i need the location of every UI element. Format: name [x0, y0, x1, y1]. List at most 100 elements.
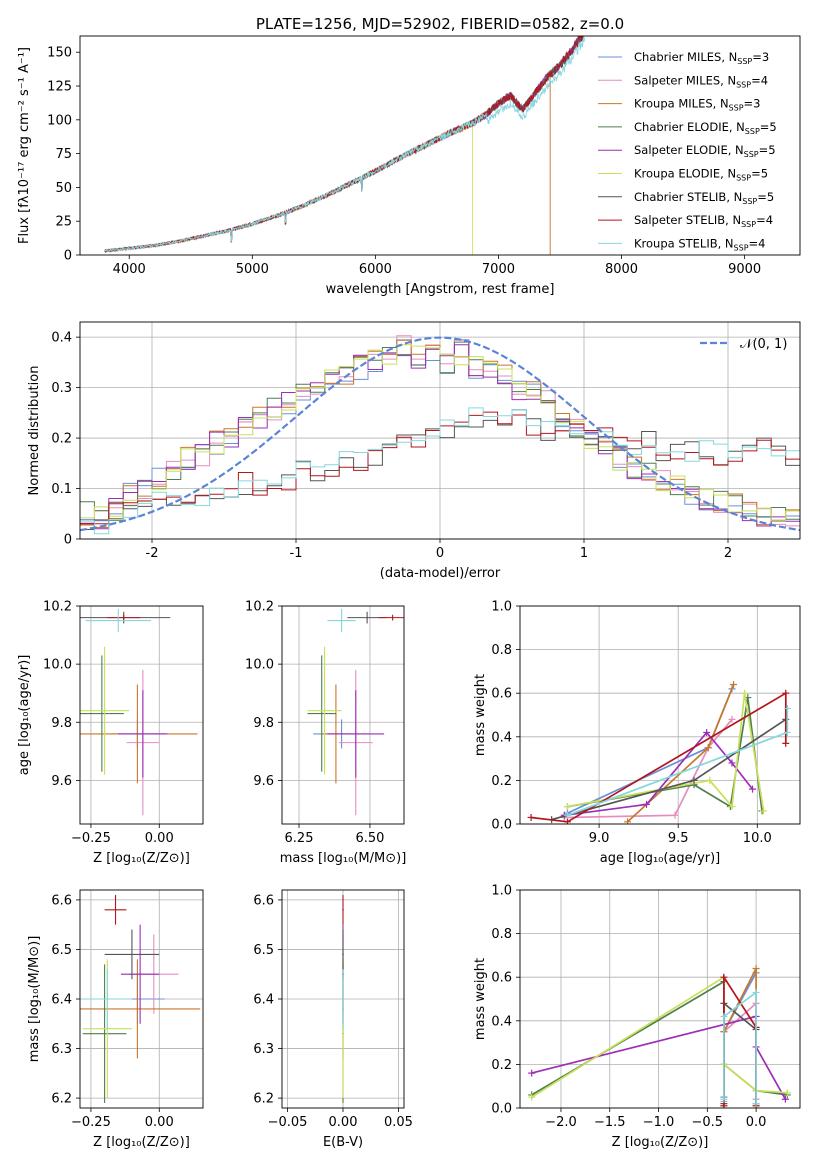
x-tick-label: 4000 [113, 262, 146, 277]
data-point [342, 953, 344, 956]
weight-marker [643, 800, 651, 808]
weight-marker [752, 988, 760, 996]
y-tick-label: 0 [64, 249, 72, 264]
data-point [323, 709, 326, 712]
y-tick-label: 0.0 [491, 1102, 512, 1117]
y-tick-label: 6.6 [253, 893, 274, 908]
weight-line [531, 691, 787, 823]
y-tick-label: 0.4 [51, 331, 72, 346]
y-tick-label: 0.6 [491, 971, 512, 986]
axes-frame [79, 35, 801, 256]
x-tick-label: 0.00 [145, 831, 174, 846]
weight-marker [783, 704, 791, 712]
x-tick-label: 8000 [605, 262, 638, 277]
y-tick-label: 10.2 [245, 600, 274, 615]
data-point [103, 709, 106, 712]
y-tick-label: 150 [47, 46, 72, 61]
x-tick-label: 2 [724, 546, 732, 561]
y-axis-label: mass [log₁₀(M/M⊙)] [27, 936, 42, 1063]
y-tick-label: 0.2 [491, 774, 512, 789]
data-point [103, 1032, 106, 1035]
data-point [142, 733, 144, 735]
weight-marker [704, 744, 712, 752]
spectrum-line-kroupa-stelib [104, 37, 585, 252]
x-tick-label: 6.25 [285, 831, 314, 846]
axes-frame [79, 605, 204, 825]
legend-label: Kroupa STELIB, NSSP=4 [634, 236, 765, 252]
x-axis-label: Z [log₁₀(Z/Z⊙)] [612, 1135, 709, 1150]
legend-label: Salpeter MILES, NSSP=4 [634, 73, 768, 89]
y-tick-label: 6.6 [51, 893, 72, 908]
weight-marker [752, 1100, 760, 1108]
y-tick-label: 10.2 [43, 600, 72, 615]
legend-label-normal: 𝒩(0, 1) [740, 337, 787, 352]
x-tick-label: 6000 [359, 262, 392, 277]
y-axis-label: mass weight [473, 674, 488, 756]
x-axis-label: mass [log₁₀(M/M⊙)] [280, 851, 407, 866]
y-axis-label: Flux [fλ10⁻¹⁷ erg cm⁻² s⁻¹ A⁻¹] [17, 47, 32, 244]
data-point [342, 998, 344, 1000]
y-tick-label: 1.0 [491, 884, 512, 899]
axes-frame [519, 889, 801, 1109]
errorbars [80, 608, 198, 816]
y-tick-label: 9.6 [51, 774, 72, 789]
histograms [80, 335, 800, 535]
weight-marker [528, 1093, 536, 1101]
x-tick-label: 10.0 [743, 831, 772, 846]
legend-label: Chabrier MILES, NSSP=3 [634, 50, 769, 66]
x-tick-label: −1.0 [643, 1115, 675, 1130]
y-tick-label: 0.0 [491, 818, 512, 833]
errorbars [80, 894, 201, 1104]
x-tick-label: −2.0 [545, 1115, 577, 1130]
y-tick-label: 6.5 [51, 943, 72, 958]
x-tick-label: 0.00 [145, 1115, 174, 1130]
x-axis-label: (data-model)/error [380, 566, 501, 581]
y-tick-label: 125 [47, 80, 72, 95]
y-tick-label: 6.4 [253, 993, 274, 1008]
y-tick-label: 0.2 [51, 432, 72, 447]
weight-marker [527, 813, 535, 821]
weight-marker [782, 739, 790, 747]
legend-label: Salpeter ELODIE, NSSP=5 [634, 143, 776, 159]
data-point [101, 712, 103, 715]
weight-marker [563, 803, 571, 811]
weight-marker [783, 1089, 791, 1097]
x-tick-label: 9.0 [589, 831, 610, 846]
y-tick-label: 0.4 [491, 730, 512, 745]
x-tick-label: −1.5 [594, 1115, 626, 1130]
x-tick-label: 1 [580, 546, 588, 561]
data-point [139, 973, 141, 976]
figure-title: PLATE=1256, MJD=52902, FIBERID=0582, z=0… [256, 15, 624, 33]
y-tick-label: 6.4 [51, 993, 72, 1008]
weight-marker [730, 680, 738, 688]
weight-marker [752, 964, 760, 972]
y-tick-label: 9.6 [253, 774, 274, 789]
errorbars [307, 608, 404, 816]
errorbars [342, 894, 344, 1104]
axes-frame [281, 605, 405, 825]
data-point [131, 953, 133, 956]
weight-marker [782, 689, 790, 697]
y-axis-label: mass weight [473, 958, 488, 1040]
data-point [114, 909, 117, 911]
weight-marker [741, 689, 749, 697]
y-tick-label: 0 [64, 533, 72, 548]
y-tick-label: 9.8 [253, 716, 274, 731]
normal-curve [80, 336, 800, 532]
y-tick-label: 0.3 [51, 381, 72, 396]
legend-label: Kroupa ELODIE, NSSP=5 [634, 167, 768, 183]
x-tick-label: 6.50 [355, 831, 384, 846]
weight-marker [528, 1069, 536, 1077]
x-axis-label: age [log₁₀(age/yr)] [600, 851, 721, 866]
x-tick-label: 7000 [482, 262, 515, 277]
weight-marker [720, 1012, 728, 1020]
weight-marker [690, 776, 698, 784]
legend-label: Kroupa MILES, NSSP=3 [634, 97, 760, 113]
data-point [122, 616, 125, 619]
x-tick-label: 0.05 [384, 1115, 413, 1130]
x-tick-label: 5000 [236, 262, 269, 277]
weight-marker [749, 785, 757, 793]
y-tick-label: 100 [47, 113, 72, 128]
histogram-chabrier-elodie [80, 341, 800, 521]
x-tick-label: −0.25 [71, 1115, 111, 1130]
